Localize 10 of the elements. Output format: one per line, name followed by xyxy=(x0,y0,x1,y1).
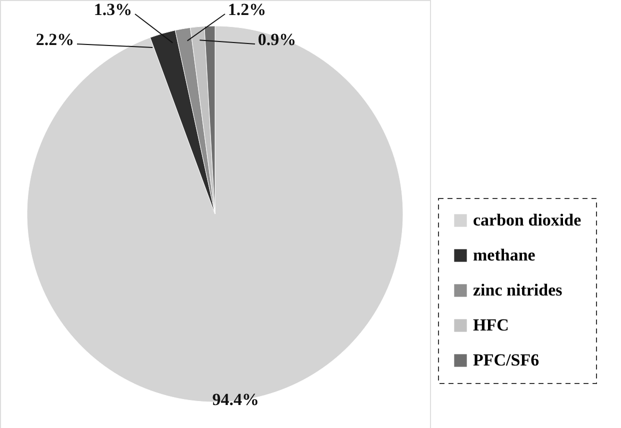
data-label: 0.9% xyxy=(258,30,296,49)
legend-label: carbon dioxide xyxy=(473,210,582,230)
legend-label: HFC xyxy=(473,316,509,334)
data-label: 1.3% xyxy=(94,0,132,19)
legend-label: zinc nitrides xyxy=(473,280,563,300)
legend-label: methane xyxy=(473,246,536,264)
data-label: 1.2% xyxy=(228,0,266,19)
legend-label: PFC/SF6 xyxy=(473,350,540,370)
data-label: 94.4% xyxy=(212,390,259,410)
data-label: 2.2% xyxy=(36,30,74,49)
